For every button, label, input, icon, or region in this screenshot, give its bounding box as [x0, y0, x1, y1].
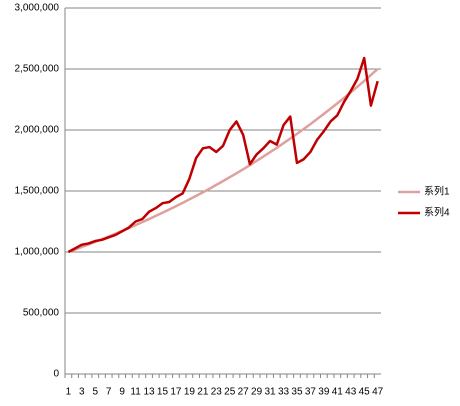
line: [67, 68, 379, 254]
y-tick-label: 500,000: [23, 308, 60, 319]
x-tick-label: 3: [79, 387, 85, 398]
x-tick-label: 33: [278, 387, 290, 398]
legend-label: 系列1: [424, 185, 450, 198]
x-tick-label: 43: [345, 387, 357, 398]
x-tick-label: 15: [157, 387, 169, 398]
x-tick-label: 21: [197, 387, 209, 398]
y-tick-label: 1,500,000: [15, 186, 60, 197]
x-tick-label: 9: [119, 387, 125, 398]
x-tick-label: 1: [66, 387, 72, 398]
y-tick-label: 3,000,000: [15, 3, 60, 14]
x-tick-label: 29: [251, 387, 263, 398]
x-tick-label: 7: [106, 387, 112, 398]
x-tick-label: 31: [265, 387, 277, 398]
x-tick-label: 35: [291, 387, 303, 398]
x-tick-label: 11: [130, 387, 141, 398]
x-tick-label: 47: [372, 387, 384, 398]
x-tick-label: 23: [211, 387, 223, 398]
x-tick-label: 27: [238, 387, 250, 398]
y-tick-label: 1,000,000: [15, 247, 60, 258]
legend-label: 系列4: [424, 206, 450, 219]
y-tick-label: 0: [53, 369, 59, 380]
x-tick-label: 17: [170, 387, 182, 398]
x-tick-label: 5: [92, 387, 98, 398]
x-tick-label: 37: [305, 387, 317, 398]
x-tick-label: 25: [224, 387, 236, 398]
y-tick-label: 2,000,000: [15, 125, 60, 136]
x-tick-label: 13: [143, 387, 155, 398]
x-tick-label: 45: [359, 387, 371, 398]
line: [67, 56, 379, 254]
y-tick-label: 2,500,000: [15, 64, 60, 75]
x-tick-label: 39: [318, 387, 330, 398]
x-tick-label: 41: [332, 387, 344, 398]
x-tick-label: 19: [184, 387, 196, 398]
